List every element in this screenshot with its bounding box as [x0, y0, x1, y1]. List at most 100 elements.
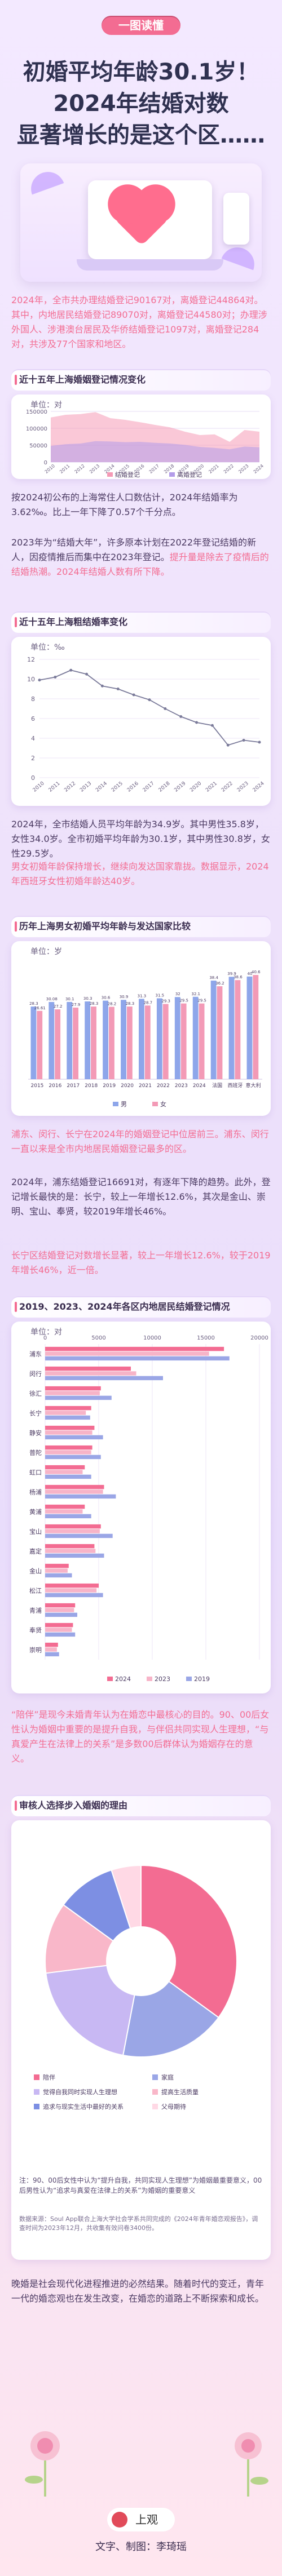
legend-swatch — [152, 2104, 158, 2109]
bar — [45, 1366, 131, 1371]
bar — [45, 1425, 95, 1430]
bar — [109, 1007, 114, 1079]
s3-paragraph1: 2024年，全市结婚人员平均年龄为34.9岁。其中男性35.8岁，女性34.0岁… — [11, 819, 270, 859]
data-label: 29.5 — [179, 999, 188, 1003]
s4-paragraph2: 2024年，浦东结婚登记16691对，有逐年下降的趋势。此外，登记增长最快的是：… — [11, 1177, 271, 1217]
data-label: 38.6 — [233, 975, 243, 979]
x-tick-label: 2011 — [48, 781, 61, 793]
data-point — [148, 698, 151, 702]
x-tick-label: 法国 — [212, 1082, 222, 1089]
bar — [156, 998, 162, 1079]
data-label: 28.3 — [90, 1001, 99, 1006]
legend-label: 2023 — [155, 1675, 170, 1683]
x-tick-label: 20000 — [250, 1335, 268, 1341]
bar — [210, 981, 217, 1079]
y-tick-label: 10 — [27, 676, 35, 683]
y-tick-label: 虹口 — [29, 1469, 42, 1477]
x-tick-label: 2017 — [148, 463, 160, 475]
bar — [45, 1371, 136, 1376]
legend-swatch — [34, 2074, 39, 2080]
chart4-title: 2019、2023、2024年各区内地居民结婚登记情况 — [11, 1296, 271, 1318]
x-tick-label: 2020 — [121, 1083, 134, 1089]
bar — [45, 1647, 57, 1652]
s4-paragraph1: 浦东、闵行、长宁在2024年的婚姻登记中位居前三。浦东、闵行一直以来是全市内地居… — [11, 1129, 269, 1154]
bar — [45, 1553, 104, 1558]
x-tick-label: 2013 — [89, 463, 100, 475]
x-tick-label: 2024 — [252, 781, 266, 793]
data-point — [132, 693, 135, 697]
x-tick-label: 2019 — [173, 781, 187, 793]
bar — [49, 1001, 55, 1079]
bar — [121, 1000, 126, 1079]
legend-swatch — [107, 1677, 113, 1681]
bar — [91, 1007, 96, 1079]
bar — [45, 1533, 113, 1538]
bar — [45, 1568, 68, 1573]
data-point — [195, 721, 199, 724]
legend-label: 陪伴 — [43, 2073, 55, 2081]
y-tick-label: 宝山 — [29, 1528, 42, 1536]
data-label: 29.3 — [161, 999, 170, 1004]
legend-swatch — [107, 472, 113, 477]
s4-highlight: 长宁区结婚登记对数增长显著，较上一年增长12.6%，较于2019年增长46%，近… — [11, 1250, 271, 1275]
leaf-icon — [26, 167, 64, 195]
x-tick-label: 2024 — [253, 463, 265, 475]
bar — [192, 996, 199, 1079]
x-tick-label: 意大利 — [246, 1082, 261, 1089]
x-tick-label: 2018 — [158, 781, 171, 793]
data-point — [100, 684, 104, 688]
bar — [45, 1435, 103, 1440]
x-tick-label: 2010 — [32, 781, 46, 793]
bar — [144, 1005, 151, 1079]
legend-swatch — [147, 1677, 152, 1681]
chart5-title: 审核人选择步入婚姻的理由 — [11, 1795, 271, 1816]
chart3-svg: 28.326.61201530.0827.2201630.127.9201730… — [28, 970, 262, 1108]
bar — [30, 1007, 37, 1079]
x-tick-label: 2023 — [236, 781, 250, 793]
data-label: 31.3 — [138, 994, 147, 998]
chart2-title: 近十五年上海粗结婚率变化 — [11, 611, 271, 633]
data-point — [54, 676, 57, 679]
data-label: 28.3 — [126, 1001, 135, 1006]
legend-swatch — [34, 2089, 39, 2095]
bar — [45, 1622, 73, 1628]
s5-highlight: “陪伴”是现今未婚青年认为在婚恋中最核心的目的。90、00后女性认为婚姻中重要的… — [11, 1709, 270, 1764]
data-label: 27.9 — [72, 1003, 81, 1007]
bar — [217, 986, 223, 1079]
bar — [45, 1573, 72, 1578]
legend-label: 父母期待 — [161, 2103, 186, 2111]
bar — [174, 997, 180, 1079]
x-tick-label: 2018 — [85, 1083, 98, 1089]
s2-paragraph1: 按2024初公布的上海常住人口数估计，2024年结婚率为3.62‰。比上一年下降… — [11, 492, 238, 517]
y-tick-label: 100000 — [26, 426, 47, 432]
flower-icon — [235, 2432, 268, 2497]
hero-illustration — [20, 163, 262, 282]
bar — [45, 1415, 90, 1420]
series-line — [39, 670, 260, 746]
chart5-card: 陪伴 家庭 觉得自我同时实现人生理想 提高生活质量 追求与现实生活中最好的关系 父母期待 … — [11, 1820, 271, 2260]
bar — [45, 1445, 92, 1450]
legend-label: 2019 — [194, 1675, 210, 1683]
data-label: 27.2 — [54, 1004, 63, 1009]
bar — [45, 1455, 101, 1460]
legend-label: 追求与现实生活中最好的关系 — [43, 2103, 124, 2111]
data-label: 40 — [248, 972, 253, 976]
x-tick-label: 2021 — [208, 463, 219, 475]
flower-icon — [25, 2431, 60, 2497]
data-label: 32.1 — [191, 992, 200, 996]
x-tick-label: 2022 — [157, 1083, 170, 1089]
bar — [139, 999, 144, 1079]
x-tick-label: 2021 — [205, 781, 218, 793]
data-point — [226, 743, 230, 747]
y-tick-label: 松江 — [29, 1587, 42, 1595]
bar — [45, 1563, 69, 1568]
chart4-card: 单位：对 0 5000 10000 15000 20000 浦东 闵行 徐汇 长宁 静安 普陀 虹口杨… — [11, 1322, 271, 1693]
y-tick-label: 金山 — [29, 1567, 42, 1575]
legend-swatch — [152, 2074, 158, 2080]
legend-label: 提高生活质量 — [161, 2088, 199, 2096]
data-label: 26.61 — [34, 1006, 46, 1010]
x-tick-label: 2013 — [79, 781, 92, 793]
x-tick-label: 2012 — [63, 781, 77, 793]
